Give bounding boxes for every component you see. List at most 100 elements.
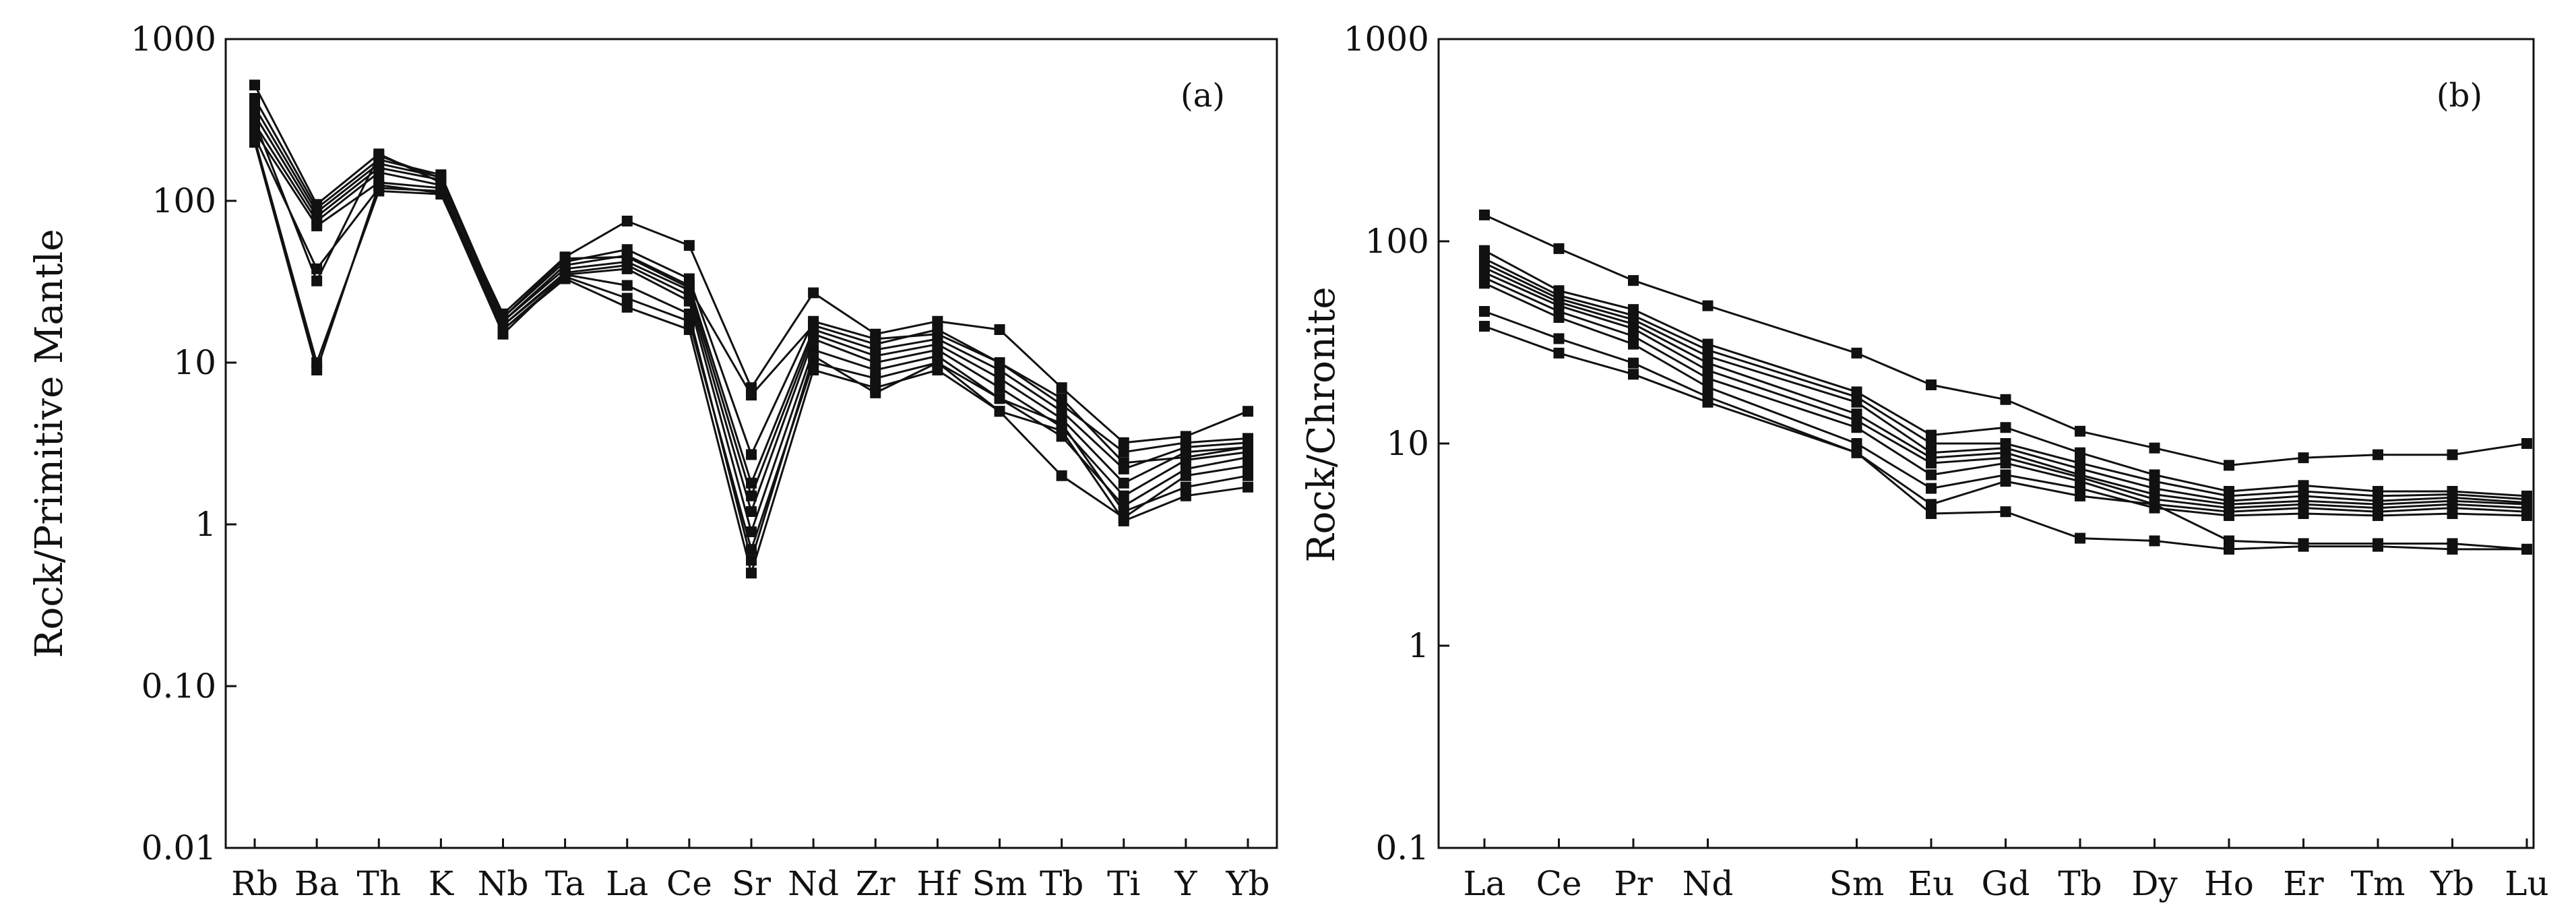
data-point — [1056, 393, 1067, 404]
data-point — [373, 166, 385, 178]
data-point — [1628, 338, 1639, 350]
data-point — [870, 364, 881, 375]
data-point — [621, 215, 633, 226]
data-point — [249, 80, 260, 91]
data-point — [1479, 306, 1490, 317]
x-tick-label-ba: Ba — [294, 864, 340, 903]
x-tick-label-yb: Yb — [1225, 864, 1269, 903]
data-point — [746, 568, 757, 579]
panel-b-y-axis: 0.1 1 10 100 1000 — [1344, 20, 1449, 867]
data-point — [1180, 481, 1191, 493]
series-line-s1 — [1484, 214, 2527, 466]
data-point — [1118, 457, 1129, 468]
x-tick-label-nd: Nd — [788, 864, 839, 903]
data-point — [2447, 508, 2458, 520]
data-point — [1553, 347, 1565, 359]
y-tick-label: 0.1 — [1375, 828, 1429, 867]
data-point — [621, 293, 633, 304]
data-point — [1180, 470, 1191, 481]
panel-b-series-group — [1479, 209, 2532, 555]
x-tick-label-tb: Tb — [2058, 864, 2102, 903]
x-tick-label-er: Er — [2283, 864, 2323, 903]
data-point — [2000, 458, 2011, 469]
y-tick-label: 1 — [195, 505, 216, 544]
data-point — [621, 251, 633, 263]
x-tick-label-pr: Pr — [1614, 864, 1653, 903]
data-point — [1553, 243, 1565, 254]
data-point — [1926, 508, 1937, 520]
data-point — [2075, 425, 2085, 437]
x-tick-label-zr: Zr — [856, 864, 896, 903]
data-point — [1479, 321, 1490, 332]
series-line-s3 — [1484, 257, 2527, 501]
x-tick-label-tm: Tm — [2351, 864, 2406, 903]
data-point — [2224, 543, 2234, 555]
data-point — [311, 275, 323, 286]
panel-a-ylabel: Rock/Primitive Mantle — [28, 229, 71, 659]
data-point — [2298, 452, 2309, 464]
data-point — [932, 324, 943, 336]
data-point — [746, 390, 757, 401]
panel-b-x-axis: La Ce Pr Nd Sm Eu Gd Tb Dy Ho Er Tm Yb Lu — [1463, 838, 2549, 903]
data-point — [2000, 506, 2011, 518]
series-line-s10 — [1484, 325, 2527, 551]
x-tick-label-dy: Dy — [2131, 864, 2178, 903]
data-point — [1851, 447, 1862, 458]
data-point — [870, 387, 881, 398]
x-tick-label-gd: Gd — [1982, 864, 2030, 903]
data-point — [1628, 357, 1639, 369]
data-point — [2075, 532, 2085, 544]
data-point — [1851, 438, 1862, 449]
data-point — [2298, 508, 2309, 520]
data-point — [746, 526, 757, 537]
data-point — [1926, 438, 1937, 449]
x-tick-label-y: Y — [1174, 864, 1197, 903]
data-point — [1479, 209, 1490, 220]
series-line-s7 — [1484, 276, 2527, 513]
y-tick-label: 1000 — [1344, 20, 1429, 59]
data-point — [1243, 460, 1253, 472]
data-point — [1628, 330, 1639, 342]
data-point — [2000, 394, 2011, 405]
y-tick-label: 0.01 — [142, 828, 216, 867]
x-tick-label-la: La — [606, 864, 648, 903]
data-point — [559, 253, 571, 264]
panel-a-label: (a) — [1181, 77, 1225, 115]
data-point — [2373, 541, 2383, 552]
series-line-s2 — [1484, 249, 2527, 497]
data-point — [994, 373, 1005, 384]
data-point — [1118, 490, 1129, 501]
data-point — [1553, 312, 1565, 324]
data-point — [311, 364, 323, 375]
data-point — [2298, 541, 2309, 552]
data-point — [1702, 300, 1714, 311]
data-point — [683, 282, 695, 294]
x-tick-label-sm: Sm — [1829, 864, 1885, 903]
panel-a-y-axis: 0.01 0.10 1 10 100 1000 — [131, 20, 237, 867]
data-point — [1118, 506, 1129, 517]
data-point — [2224, 510, 2234, 521]
data-point — [1702, 373, 1714, 384]
data-point — [1243, 441, 1253, 453]
data-point — [1180, 452, 1191, 463]
data-point — [249, 116, 260, 127]
y-tick-label: 10 — [1386, 424, 1429, 463]
data-point — [808, 287, 819, 299]
data-point — [1926, 379, 1937, 390]
data-point — [2149, 535, 2160, 547]
panel-b: (b) Rock/Chronite 0.1 1 10 100 1000 La Ce Pr Nd… — [1300, 20, 2549, 903]
data-point — [1118, 446, 1129, 458]
data-point — [1926, 458, 1937, 469]
data-point — [1851, 347, 1862, 359]
data-point — [1118, 515, 1129, 526]
data-point — [994, 393, 1005, 404]
y-tick-label: 1000 — [131, 20, 216, 59]
data-point — [1926, 469, 1937, 481]
data-point — [2521, 510, 2532, 521]
x-tick-label-sr: Sr — [732, 864, 771, 903]
data-point — [2521, 438, 2532, 449]
data-point — [621, 301, 633, 313]
data-point — [497, 328, 509, 340]
panel-a: (a) Rock/Primitive Mantle 0.01 0.10 1 10 100… — [28, 20, 1278, 903]
data-point — [2224, 460, 2234, 471]
